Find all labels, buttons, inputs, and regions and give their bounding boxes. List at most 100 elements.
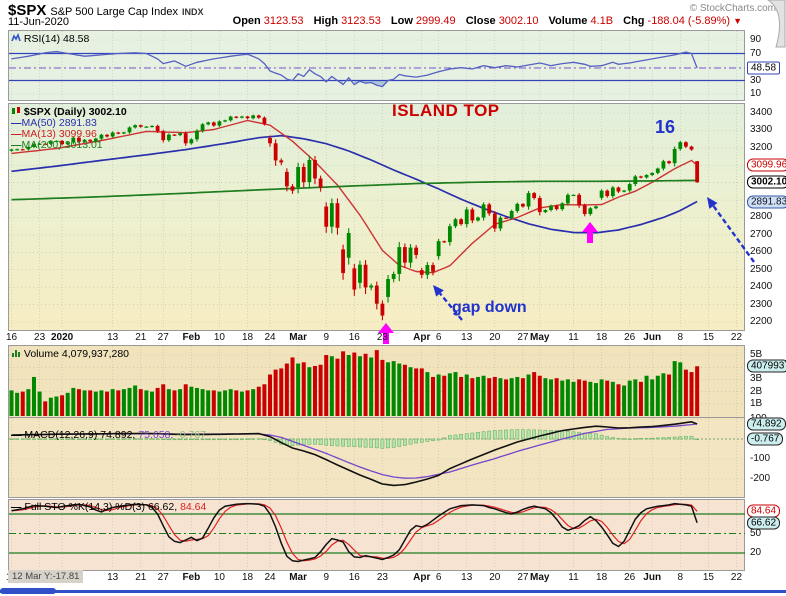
ma200-line-icon: — (11, 139, 22, 151)
date-axis-label: 21 (135, 332, 147, 343)
rsi-axis-tick: 70 (750, 47, 762, 59)
date-axis-label-bottom: 24 (264, 572, 276, 583)
date-axis-label-bottom: Jun (643, 572, 662, 583)
rsi-panel (8, 30, 745, 101)
macd-value: 74.892, (100, 429, 136, 441)
date-axis-label-bottom: 21 (135, 572, 147, 583)
macd-line-icon: — (11, 429, 22, 441)
ma200-value: 3013.01 (64, 139, 103, 151)
sto-axis-tick: 50 (750, 527, 762, 539)
symbol-ticker: $SPX (8, 2, 47, 19)
sto-d-value: 84.64 (180, 501, 207, 513)
price-axis-tick: 2400 (750, 281, 773, 293)
rsi-icon (11, 32, 21, 42)
volume-axis-tick: 5B (750, 349, 763, 360)
date-axis-label: 13 (461, 332, 473, 343)
island-top-annotation: ISLAND TOP (392, 101, 500, 120)
symbol-exchange: INDX (181, 7, 204, 17)
date-axis-label: 18 (241, 332, 254, 343)
date-axis-label-bottom: 27 (517, 572, 529, 583)
low-label: Low (390, 15, 413, 27)
volume-axis-bubble: 4079937280 (747, 359, 786, 373)
sto-legend-name: Full STO %K(14,3) %D(3) (24, 501, 146, 513)
price-axis-tick: 2200 (750, 315, 773, 327)
close-value: 3002.10 (498, 15, 539, 27)
date-axis-label-bottom: 16 (348, 572, 360, 583)
date-axis-label-bottom: 10 (213, 572, 225, 583)
macd-axis-tick: -100 (750, 453, 771, 464)
chg-value: -188.04 (-5.89%) (647, 15, 731, 27)
date-axis-label: 11 (568, 332, 579, 343)
volume-label: Volume (548, 15, 588, 27)
date-axis-label-bottom: 13 (461, 572, 473, 583)
price-legend-value: 3002.10 (88, 106, 127, 118)
date-axis-label: 23 (34, 332, 46, 343)
down-triangle-icon: ▼ (733, 16, 742, 26)
date-axis-label: 6 (435, 332, 442, 343)
date-axis-label: 16 (348, 332, 360, 343)
date-axis-label-bottom: 8 (677, 572, 684, 583)
sto-axis-bubble: 84.64 (747, 504, 781, 518)
price-axis-tick: 2300 (750, 298, 773, 310)
date-axis-label: 18 (596, 332, 608, 343)
date-axis-label: 10 (213, 332, 225, 343)
date-axis-label: 27 (517, 332, 529, 343)
chart-date: 11-Jun-2020 (8, 16, 69, 28)
volume-legend-name: Volume (23, 348, 59, 360)
date-axis-label: Apr (413, 332, 431, 343)
date-axis-label-bottom: 11 (568, 572, 579, 583)
quote-strip: Open 3123.53 High 3123.53 Low 2999.49 Close… (226, 15, 742, 27)
price-axis-bubble: 2891.83 (747, 195, 786, 208)
header-symbol-row: $SPX S&P 500 Large Cap Index INDX (8, 2, 204, 19)
bottom-divider (0, 590, 786, 593)
rsi-legend-value: 48.58 (63, 33, 90, 45)
rsi-axis-bubble: 48.58 (747, 61, 781, 75)
volume-legend: Volume 4,079,937,280 (11, 348, 129, 360)
date-axis-label-bottom: 27 (157, 572, 169, 583)
date-axis-label: May (530, 332, 550, 343)
macd-axis-bubble: 74.892 (747, 417, 786, 431)
date-axis-label: 13 (107, 332, 119, 343)
date-axis-label: 8 (677, 332, 684, 343)
rsi-axis-tick: 10 (750, 88, 762, 99)
date-axis-label: 22 (730, 332, 743, 343)
date-axis-label-bottom: 20 (489, 572, 501, 583)
page-curl-decoration (767, 0, 786, 48)
date-axis-label-bottom: 26 (624, 572, 636, 583)
macd-axis-tick: -200 (750, 473, 771, 484)
date-axis-label-bottom: 22 (730, 572, 743, 583)
volume-legend-value: 4,079,937,280 (61, 348, 130, 360)
date-axis-label-bottom: 13 (107, 572, 119, 583)
rsi-legend: RSI(14) 48.58 (11, 32, 90, 45)
volume-value: 4.1B (590, 15, 614, 27)
date-axis-label-bottom: 6 (435, 572, 442, 583)
stochastics-legend: — Full STO %K(14,3) %D(3) 66.62, 84.64 (11, 501, 206, 513)
date-axis-label-bottom: 18 (596, 572, 608, 583)
date-axis-label: 26 (624, 332, 636, 343)
volume-axis-tick: 2B (750, 385, 763, 397)
macd-legend-name: MACD(12,26,9) (24, 429, 98, 441)
signal-value: 75.658, (138, 429, 174, 441)
price-axis-tick: 2700 (750, 228, 773, 240)
volume-axis-tick: 3B (750, 373, 763, 385)
crosshair-tooltip: 12 Mar Y:-17.81 (8, 570, 84, 583)
high-label: High (313, 15, 339, 27)
ma200-label: MA(200) (21, 139, 62, 151)
date-axis-label-bottom: 9 (323, 572, 329, 583)
price-axis-tick: 3400 (750, 107, 773, 118)
price-axis-tick: 2800 (750, 211, 773, 223)
close-label: Close (465, 15, 496, 27)
sto-axis-bubble: 66.62 (747, 516, 781, 530)
sto-line-icon: — (11, 501, 22, 513)
sto-k-value: 66.62, (147, 501, 178, 513)
date-axis-label-bottom: Mar (289, 572, 308, 583)
price-axis-tick: 3200 (750, 141, 773, 153)
date-axis-label: 9 (323, 332, 329, 343)
bottom-scroll-thumb[interactable] (0, 588, 56, 594)
date-axis-label: 20 (489, 332, 501, 343)
low-value: 2999.49 (415, 15, 456, 27)
date-axis-label: 27 (157, 332, 169, 343)
chg-label: Chg (623, 15, 645, 27)
price-legend-title: $SPX (Daily) (23, 106, 86, 118)
